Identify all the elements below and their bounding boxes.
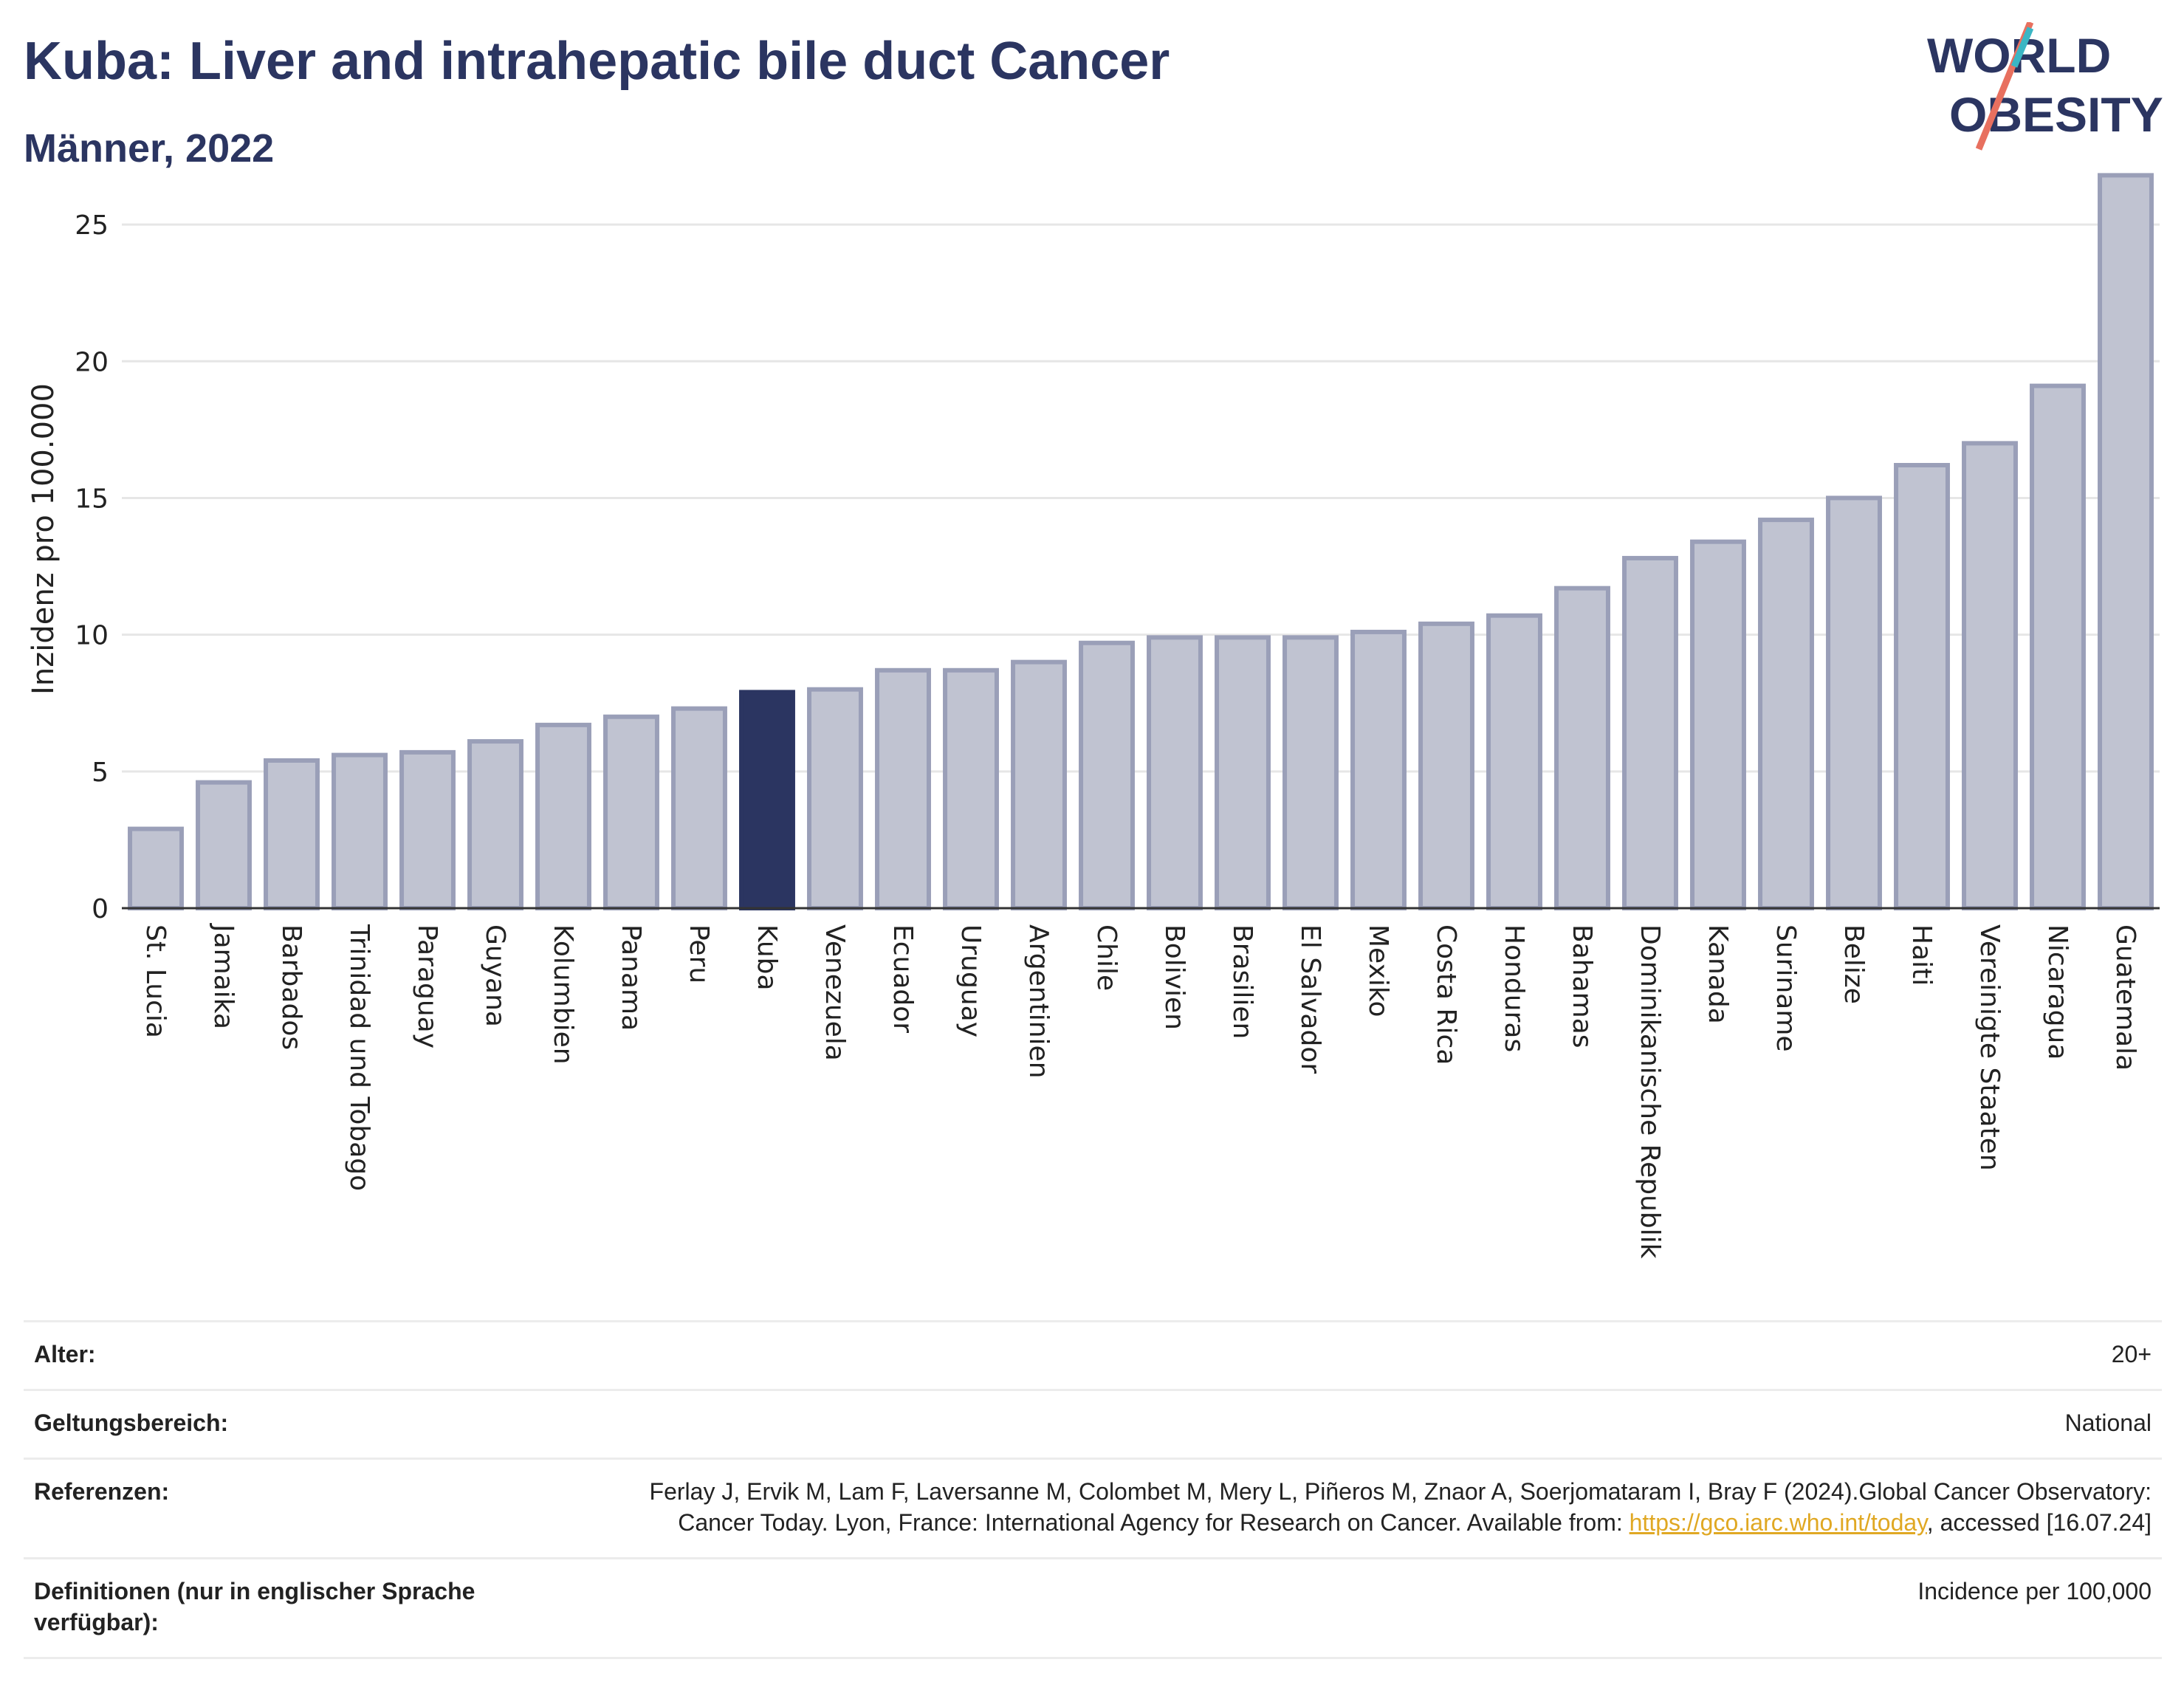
world-obesity-logo: WORLD OBESITY [1927,22,2163,151]
chart-subtitle: Männer, 2022 [24,126,275,171]
x-tick-label: Suriname [1771,924,1801,1052]
x-tick-label: Peru [684,924,714,983]
x-tick-label: Vereinigte Staaten [1974,924,2005,1171]
y-axis-label: Inzidenz pro 100.000 [27,383,61,695]
logo-slash-accent [2010,27,2034,68]
bar-brasilien [1215,635,1271,910]
meta-key: Definitionen (nur in englischer Sprache … [34,1578,475,1635]
bar-mexiko [1350,629,1407,910]
y-tick-label: 5 [92,758,109,788]
meta-row-definitions: Definitionen (nur in englischer Sprache … [24,1557,2162,1659]
bar-paraguay [399,749,456,911]
x-tick-label: Mexiko [1363,924,1393,1017]
bar-costa-rica [1418,621,1474,910]
meta-value: National [2064,1410,2152,1436]
x-tick-label: Dominikanische Republik [1635,924,1665,1259]
x-tick-label: Trinidad und Tobago [344,924,374,1191]
bar-honduras [1486,613,1542,910]
meta-row-references: Referenzen: Ferlay J, Ervik M, Lam F, La… [24,1458,2162,1557]
reference-text: Ferlay J, Ervik M, Lam F, Laversanne M, … [649,1478,2152,1536]
bar-kanada [1690,539,1746,910]
x-tick-label: Brasilien [1227,924,1257,1039]
y-axis-ticks: 0 5 10 15 20 25 [75,210,109,924]
x-tick-label: Paraguay [412,924,442,1048]
x-tick-label: El Salvador [1295,924,1325,1074]
x-tick-label: Honduras [1499,924,1529,1052]
bar-belize [1826,495,1882,910]
x-tick-label: St. Lucia [140,924,171,1038]
x-tick-label: Ecuador [887,924,918,1033]
x-tick-label: Nicaragua [2042,924,2073,1060]
meta-row-age: Alter: 20+ [24,1320,2162,1389]
meta-value: 20+ [2111,1341,2152,1367]
meta-key: Alter: [34,1341,96,1367]
bars [128,173,2154,911]
bar-chile [1079,640,1135,910]
x-tick-label: Belize [1838,924,1869,1004]
x-axis-labels: St. Lucia Jamaika Barbados Trinidad und Tob… [140,923,2140,1259]
gridlines [122,223,2160,773]
bar-jamaika [196,780,252,911]
bar-guatemala [2098,173,2154,910]
meta-row-scope: Geltungsbereich: National [24,1389,2162,1458]
bar-peru [671,706,727,910]
meta-key: Geltungsbereich: [34,1410,229,1436]
bar-bolivien [1147,635,1203,910]
x-tick-label: Guatemala [2110,924,2140,1071]
meta-value: Ferlay J, Ervik M, Lam F, Laversanne M, … [601,1476,2152,1538]
x-tick-label: Kanada [1703,924,1733,1024]
reference-link[interactable]: https://gco.iarc.who.int/today [1629,1509,1927,1536]
reference-accessed: , accessed [16.07.24] [1926,1509,2152,1536]
bar-el-salvador [1282,635,1339,910]
y-tick-label: 20 [75,347,109,377]
meta-value: Incidence per 100,000 [1917,1578,2152,1604]
y-tick-label: 15 [75,484,109,514]
bar-argentinien [1011,659,1067,911]
bar-vereinigte-staaten [1962,441,2018,910]
bar-st-lucia [128,826,184,911]
x-tick-label: Haiti [1906,924,1937,986]
y-tick-label: 25 [75,210,109,241]
x-tick-label: Chile [1091,924,1122,991]
bar-venezuela [807,687,863,910]
bar-kuba [739,690,795,910]
x-tick-label: Costa Rica [1431,924,1461,1065]
x-tick-label: Panama [616,924,646,1031]
bar-guyana [467,739,523,911]
chart-title: Kuba: Liver and intrahepatic bile duct C… [24,32,1170,91]
x-tick-label: Venezuela [820,924,850,1061]
bar-kolumbien [535,722,591,911]
bar-ecuador [875,667,931,910]
x-tick-label: Bolivien [1159,924,1189,1030]
x-tick-label: Kolumbien [548,924,578,1065]
bar-panama [603,714,659,910]
meta-key: Referenzen: [34,1478,170,1505]
bar-barbados [264,758,320,910]
x-tick-label: Kuba [752,924,782,991]
bar-dominikanische-republik [1622,555,1678,910]
x-tick-label: Barbados [276,924,306,1050]
bar-bahamas [1554,586,1610,911]
x-tick-label: Guyana [480,924,510,1027]
bar-uruguay [943,667,999,910]
x-tick-label: Bahamas [1567,924,1597,1048]
metadata-table: Alter: 20+ Geltungsbereich: National Ref… [24,1320,2162,1659]
bar-trinidad-und-tobago [332,752,388,910]
bar-nicaragua [2030,383,2086,910]
x-tick-label: Argentinien [1023,924,1054,1079]
y-tick-label: 0 [92,894,109,924]
x-tick-label: Jamaika [208,923,238,1029]
bar-haiti [1894,463,1950,910]
y-tick-label: 10 [75,621,109,651]
x-tick-label: Uruguay [955,924,986,1037]
bar-chart: 0 5 10 15 20 25 St. Lucia Jamaika Barbados Trini… [27,173,2160,1259]
bar-suriname [1758,518,1814,910]
